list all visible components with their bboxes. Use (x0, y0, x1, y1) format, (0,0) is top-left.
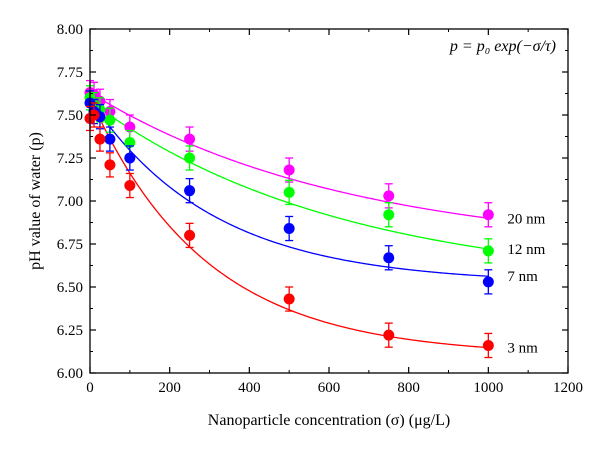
data-point (383, 322, 395, 348)
data-point (283, 179, 295, 206)
series-label: 12 nm (507, 242, 545, 258)
marker (124, 121, 136, 133)
y-tick-label: 6.50 (57, 280, 83, 296)
data-point (184, 177, 196, 204)
fit-curve (89, 99, 489, 277)
data-point (94, 126, 106, 152)
x-axis-title: Nanoparticle concentration (σ) (μg/L) (208, 412, 450, 429)
marker (184, 185, 196, 197)
x-tick-label: 200 (158, 380, 181, 396)
marker (124, 152, 136, 164)
data-point (283, 215, 295, 242)
y-tick-label: 7.75 (57, 65, 83, 81)
series-label: 7 nm (507, 269, 538, 285)
y-tick-label: 6.25 (57, 323, 83, 339)
y-tick-label: 7.25 (57, 151, 83, 167)
data-point (383, 202, 395, 228)
marker (283, 186, 295, 198)
marker (104, 159, 116, 171)
series-labels: 20 nm 12 nm 7 nm 3 nm (507, 211, 545, 356)
equation-rhs: p₀ exp(−σ/τ) (476, 38, 556, 55)
data-point (104, 152, 116, 178)
data-point (184, 222, 196, 249)
y-axis-title: pH value of water (p) (27, 132, 44, 270)
data-point (104, 126, 116, 152)
y-tick-label: 7.00 (57, 194, 83, 210)
marker (104, 114, 116, 126)
plot-frame (89, 28, 569, 374)
data-point (482, 202, 494, 228)
marker (383, 329, 395, 341)
axis-ticks: 0 200 400 600 800 1000 1200 6.00 6.25 6.50 6.75 7.0… (57, 22, 583, 396)
x-tick-label: 600 (318, 380, 341, 396)
marker (482, 209, 494, 221)
data-point (482, 332, 494, 359)
y-tick-label: 6.00 (57, 366, 83, 382)
marker (184, 152, 196, 164)
marker (184, 133, 196, 145)
marker (482, 339, 494, 351)
data-point (124, 172, 136, 199)
marker (124, 137, 136, 149)
data-point (283, 286, 295, 312)
marker (383, 209, 395, 221)
data-point (283, 157, 295, 183)
y-tick-label: 6.75 (57, 237, 83, 253)
x-tick-label: 0 (86, 380, 94, 396)
data-point (124, 145, 136, 171)
marker (94, 133, 106, 145)
marker (124, 180, 136, 192)
marker (482, 245, 494, 257)
x-tick-label: 1200 (553, 380, 583, 396)
y-tick-label: 7.50 (57, 108, 83, 124)
marker (283, 223, 295, 235)
series-label: 20 nm (507, 211, 545, 227)
series-label: 3 nm (507, 341, 538, 357)
equation-lhs: p (449, 38, 458, 55)
marker (283, 164, 295, 176)
x-tick-label: 400 (238, 380, 261, 396)
marker (482, 276, 494, 288)
y-tick-label: 8.00 (57, 22, 83, 38)
marker (383, 190, 395, 202)
data-point (184, 145, 196, 171)
marker (283, 293, 295, 305)
marker (383, 252, 395, 264)
marker (184, 229, 196, 241)
data-points (84, 79, 494, 359)
x-tick-label: 1000 (473, 380, 503, 396)
data-point (383, 245, 395, 271)
data-point (482, 238, 494, 264)
data-point (482, 269, 494, 295)
marker (104, 133, 116, 145)
data-point (383, 183, 395, 209)
x-tick-label: 800 (397, 380, 420, 396)
fit-equation: p = p₀ exp(−σ/τ) (449, 38, 556, 55)
